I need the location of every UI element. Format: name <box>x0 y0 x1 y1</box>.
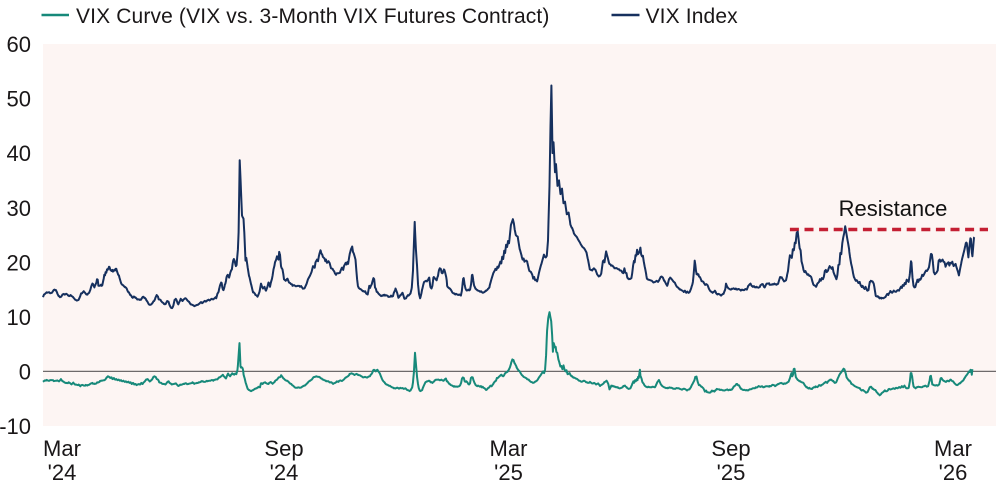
svg-text:Mar: Mar <box>934 436 972 461</box>
svg-text:20: 20 <box>7 250 31 275</box>
svg-text:0: 0 <box>19 360 31 385</box>
svg-text:Mar: Mar <box>43 436 81 461</box>
svg-text:VIX Index: VIX Index <box>646 5 739 28</box>
svg-text:'24: '24 <box>48 460 77 485</box>
svg-text:Mar: Mar <box>490 436 528 461</box>
svg-text:Resistance: Resistance <box>839 196 948 221</box>
svg-text:60: 60 <box>7 32 31 57</box>
svg-text:'24: '24 <box>270 460 299 485</box>
svg-text:40: 40 <box>7 141 31 166</box>
svg-text:Sep: Sep <box>711 436 750 461</box>
svg-text:-10: -10 <box>0 414 31 439</box>
svg-text:10: 10 <box>7 305 31 330</box>
svg-text:Sep: Sep <box>264 436 303 461</box>
svg-text:'25: '25 <box>717 460 746 485</box>
svg-text:50: 50 <box>7 87 31 112</box>
svg-text:VIX Curve (VIX vs. 3-Month VIX: VIX Curve (VIX vs. 3-Month VIX Futures C… <box>76 5 550 28</box>
svg-text:30: 30 <box>7 196 31 221</box>
svg-text:'25: '25 <box>494 460 523 485</box>
svg-text:'26: '26 <box>939 460 968 485</box>
